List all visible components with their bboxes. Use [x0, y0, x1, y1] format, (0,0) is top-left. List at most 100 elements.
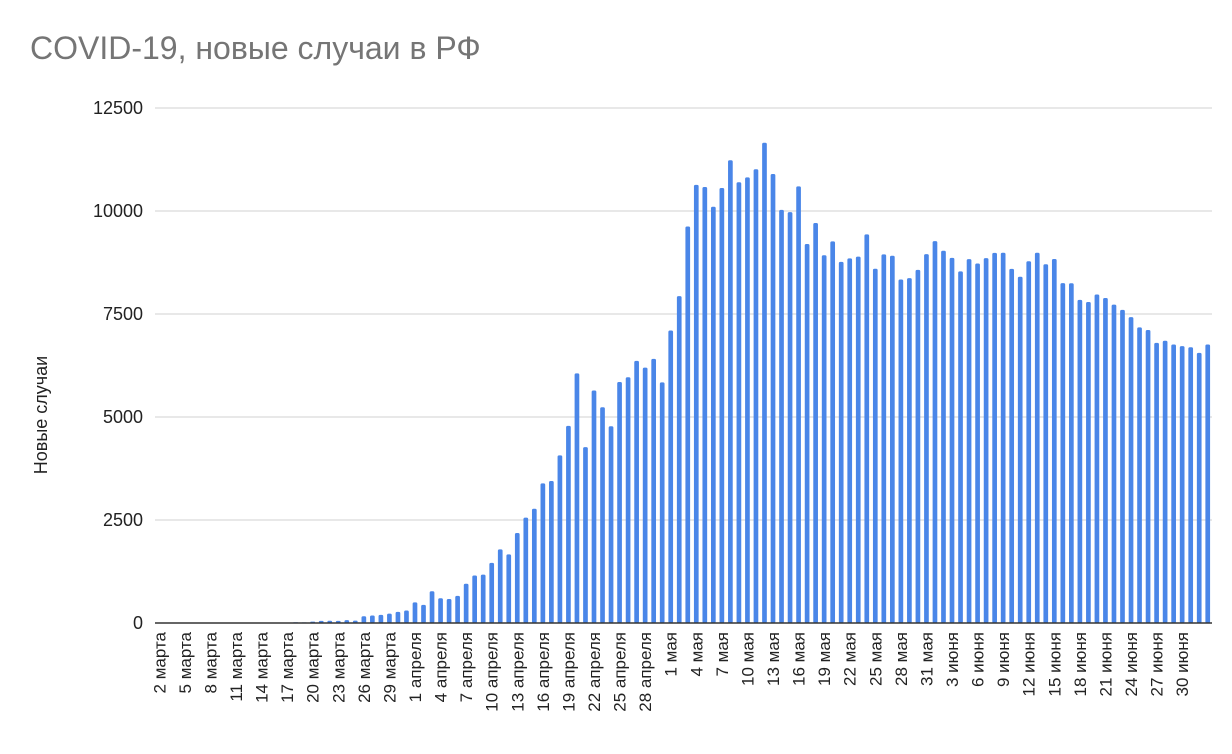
bar — [1154, 342, 1159, 623]
x-tick-label: 3 июня — [943, 632, 962, 687]
bar — [1069, 283, 1074, 623]
bar — [1171, 344, 1176, 623]
bar — [506, 554, 512, 623]
bar — [523, 517, 529, 623]
bar — [872, 268, 878, 623]
x-tick-label: 28 мая — [892, 632, 911, 686]
x-tick-label: 5 марта — [176, 631, 195, 693]
x-tick-label: 16 мая — [790, 632, 809, 686]
x-tick-label: 13 мая — [764, 632, 783, 686]
bar — [549, 480, 554, 623]
bar — [659, 382, 665, 623]
bar — [847, 258, 853, 623]
bar — [676, 296, 682, 623]
bar — [983, 258, 989, 623]
bar — [728, 160, 733, 623]
bar — [949, 257, 955, 623]
x-tick-label: 10 мая — [738, 632, 757, 686]
bar — [642, 367, 648, 623]
bar — [1043, 264, 1049, 623]
x-tick-label: 16 апреля — [534, 632, 553, 712]
bar — [591, 390, 597, 623]
bar — [625, 377, 631, 623]
x-axis-ticks: 2 марта 5 марта 8 марта 11 марта 14 марта 17 … — [150, 631, 1192, 711]
x-tick-label: 19 апреля — [559, 632, 578, 712]
bar — [719, 187, 725, 623]
x-tick-label: 28 апреля — [636, 632, 655, 712]
bar — [898, 279, 904, 623]
bar — [608, 426, 614, 623]
x-tick-label: 11 марта — [227, 631, 246, 701]
x-tick-label: 12 июня — [1020, 632, 1039, 696]
bar — [557, 455, 563, 623]
x-tick-label: 6 июня — [969, 632, 988, 687]
bar — [455, 595, 460, 623]
y-axis-label: Новые случаи — [31, 356, 51, 474]
bar — [813, 222, 818, 624]
bar — [370, 615, 375, 623]
bar — [787, 212, 793, 623]
x-tick-label: 24 июня — [1122, 632, 1141, 696]
x-tick-label: 20 марта — [304, 631, 323, 702]
bar — [463, 583, 469, 623]
bar — [566, 425, 571, 623]
bar — [1009, 268, 1015, 623]
chart-title: COVID-19, новые случаи в РФ — [30, 30, 481, 66]
x-tick-label: 26 марта — [355, 631, 374, 702]
bar — [890, 255, 895, 623]
bar — [480, 574, 486, 623]
bar — [821, 255, 827, 623]
bar — [838, 261, 844, 623]
bar — [770, 173, 776, 623]
x-tick-label: 30 июня — [1173, 632, 1192, 696]
x-tick-label: 21 июня — [1096, 632, 1115, 696]
y-tick-label: 10000 — [93, 201, 143, 221]
x-tick-label: 7 мая — [713, 632, 732, 677]
bar — [429, 591, 435, 623]
bar — [617, 382, 622, 623]
bar — [634, 360, 639, 623]
bar — [1205, 344, 1211, 623]
x-tick-label: 9 июня — [994, 632, 1013, 687]
y-tick-label: 0 — [133, 613, 143, 633]
x-tick-label: 8 марта — [201, 631, 220, 693]
bar — [685, 226, 691, 623]
bar — [1051, 259, 1057, 623]
bar — [753, 169, 759, 623]
bar — [651, 358, 657, 623]
bar — [830, 241, 836, 624]
bar — [1196, 352, 1202, 623]
x-tick-label: 18 июня — [1071, 632, 1090, 696]
bar — [395, 611, 401, 623]
bar — [855, 256, 861, 623]
bar — [779, 209, 784, 623]
y-tick-label: 5000 — [103, 407, 143, 427]
bar — [915, 269, 921, 623]
x-tick-label: 31 мая — [917, 632, 936, 686]
x-tick-label: 4 апреля — [432, 632, 451, 702]
x-tick-label: 22 апреля — [585, 632, 604, 712]
bar — [907, 278, 912, 623]
bar — [531, 508, 537, 623]
bar — [472, 575, 477, 623]
bar — [1111, 304, 1117, 623]
bar — [1179, 346, 1185, 623]
bar — [804, 243, 810, 623]
bar — [693, 184, 699, 624]
bar — [446, 599, 452, 623]
bar — [1103, 297, 1108, 623]
bar — [736, 182, 742, 623]
bar — [1077, 299, 1083, 623]
bar — [958, 271, 963, 623]
y-tick-label: 12500 — [93, 98, 143, 118]
x-tick-label: 4 мая — [687, 632, 706, 677]
y-axis-ticks: 0 2500 5000 7500 10000 12500 — [93, 98, 143, 633]
bar — [378, 614, 384, 623]
bar — [600, 407, 605, 623]
bar — [864, 234, 870, 623]
bars — [293, 142, 1211, 624]
bar — [489, 562, 495, 623]
bar — [745, 177, 750, 623]
x-tick-label: 27 июня — [1148, 632, 1167, 696]
